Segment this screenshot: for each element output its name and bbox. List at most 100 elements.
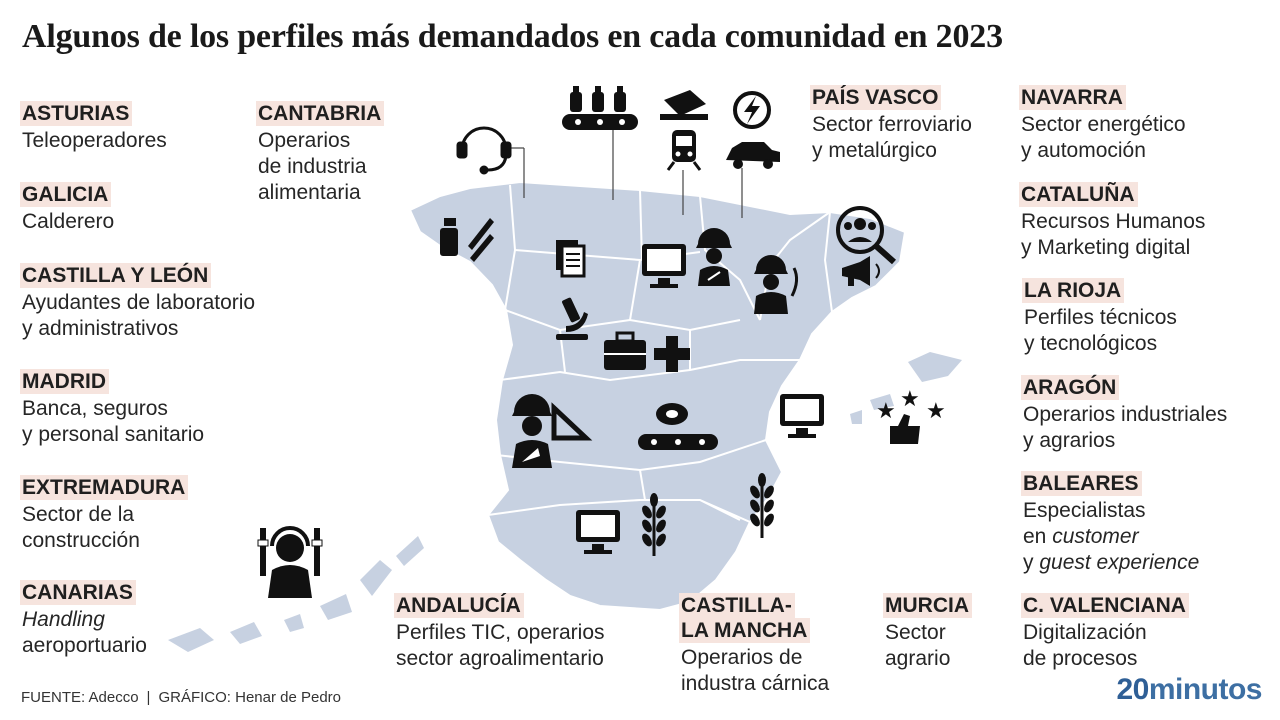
region-name: CASTILLA Y LEÓN <box>20 263 212 288</box>
builder-icon <box>512 394 593 468</box>
wheat-icon <box>750 473 774 538</box>
region-madrid: MADRID Banca, seguros y personal sanitar… <box>20 369 204 448</box>
profile-line: Operarios industriales <box>1023 403 1228 426</box>
profile-line: y tecnológicos <box>1024 332 1158 355</box>
region-la-rioja: LA RIOJA Perfiles técnicos y tecnológico… <box>1022 278 1177 357</box>
profile-line: alimentaria <box>258 181 361 204</box>
region-profile: Especialistas en customer y guest experi… <box>1023 498 1199 576</box>
computer-icon <box>576 510 620 554</box>
computer-icon <box>642 244 686 288</box>
profile-line: industra cárnica <box>681 672 830 695</box>
region-name: CATALUÑA <box>1019 182 1138 207</box>
megaphone-icon <box>842 256 880 286</box>
region-navarra: NAVARRA Sector energético y automoción <box>1019 85 1186 164</box>
region-cantabria: CANTABRIA Operarios de industria aliment… <box>256 101 385 206</box>
profile-line: y automoción <box>1021 139 1146 162</box>
rating-icon: ★ ★ ★ <box>876 387 946 444</box>
region-profile: Perfiles TIC, operarios sector agroalime… <box>396 620 605 672</box>
profile-line: y Marketing digital <box>1021 236 1191 259</box>
brand-logo[interactable]: 20minutos <box>1116 673 1262 707</box>
region-profile: Digitalización de procesos <box>1023 620 1189 672</box>
region-baleares: BALEARES Especialistas en customer y gue… <box>1021 471 1199 576</box>
documents-icon <box>556 240 586 278</box>
region-name: CANTABRIA <box>256 101 385 126</box>
region-name: ARAGÓN <box>1021 375 1120 400</box>
profile-text-italic: customer <box>1052 525 1139 548</box>
profile-line: sector agroalimentario <box>396 647 604 670</box>
food-conveyor-icon <box>562 86 638 130</box>
region-name: NAVARRA <box>1019 85 1126 110</box>
footer-separator: | <box>146 689 151 706</box>
region-profile: Sector energético y automoción <box>1021 112 1186 164</box>
region-castilla-leon: CASTILLA Y LEÓN Ayudantes de laboratorio… <box>20 263 255 342</box>
canary-islands <box>168 536 424 652</box>
region-extremadura: EXTREMADURA Sector de la construcción <box>20 475 189 554</box>
svg-text:★: ★ <box>876 399 896 424</box>
profile-line: Operarios de <box>681 646 803 669</box>
region-profile: Sector ferroviario y metalúrgico <box>812 112 972 164</box>
region-name: MADRID <box>20 369 109 394</box>
source-credit: FUENTE: Adecco <box>21 689 139 706</box>
profile-line: Especialistas <box>1023 499 1146 522</box>
svg-text:★: ★ <box>900 387 920 412</box>
region-name: C. VALENCIANA <box>1021 593 1189 618</box>
profile-line: Perfiles técnicos <box>1024 306 1177 329</box>
boiler-tools-icon <box>440 218 494 262</box>
region-name: BALEARES <box>1021 471 1142 496</box>
footer-credits: FUENTE: Adecco | GRÁFICO: Henar de Pedro <box>21 689 341 706</box>
region-name: GALICIA <box>20 182 112 207</box>
region-name: ASTURIAS <box>20 101 133 126</box>
region-name: CANARIAS <box>20 580 136 605</box>
region-profile: Recursos Humanos y Marketing digital <box>1021 209 1205 261</box>
region-galicia: GALICIA Calderero <box>20 182 114 235</box>
profile-line: Banca, seguros <box>22 397 168 420</box>
computer-icon <box>780 394 824 438</box>
region-name: EXTREMADURA <box>20 475 189 500</box>
farmer-icon <box>754 255 799 314</box>
profile-line: Sector ferroviario <box>812 113 972 136</box>
region-name: MURCIA <box>883 593 972 618</box>
microscope-icon <box>556 297 588 340</box>
profile-line: Sector energético <box>1021 113 1186 136</box>
region-asturias: ASTURIAS Teleoperadores <box>20 101 167 154</box>
region-profile: Operarios de industria alimentaria <box>258 128 384 206</box>
profile-line: Sector de la <box>22 503 135 526</box>
car-icon <box>726 142 780 169</box>
region-name: PAÍS VASCO <box>810 85 942 110</box>
region-profile: Handling aeroportuario <box>22 607 147 659</box>
profile-line: Perfiles TIC, operarios <box>396 621 605 644</box>
profile-line: Sector <box>885 621 946 644</box>
profile-line: de procesos <box>1023 647 1138 670</box>
profile-line: y personal sanitario <box>22 423 205 446</box>
region-profile: Teleoperadores <box>22 128 167 154</box>
page-title: Algunos de los perfiles más demandados e… <box>22 18 1003 55</box>
region-name: CASTILLA- <box>679 593 795 618</box>
profile-text: y <box>1023 551 1040 574</box>
region-andalucia: ANDALUCÍA Perfiles TIC, operarios sector… <box>394 593 605 672</box>
balearic-islands <box>850 352 962 424</box>
profile-line: y administrativos <box>22 317 179 340</box>
wheat-icon <box>642 493 666 556</box>
profile-line: Recursos Humanos <box>1021 210 1206 233</box>
profile-line: agrario <box>885 647 951 670</box>
region-aragon: ARAGÓN Operarios industriales y agrarios <box>1021 375 1228 454</box>
brand-word: minutos <box>1148 673 1263 706</box>
region-valenciana: C. VALENCIANA Digitalización de procesos <box>1021 593 1189 672</box>
profile-line: en customer <box>1023 524 1199 550</box>
region-profile: Sector agrario <box>885 620 972 672</box>
region-profile: Banca, seguros y personal sanitario <box>22 396 204 448</box>
region-profile: Ayudantes de laboratorio y administrativ… <box>22 290 255 342</box>
brand-number: 20 <box>1116 673 1149 706</box>
region-cataluna: CATALUÑA Recursos Humanos y Marketing di… <box>1019 182 1205 261</box>
profile-line: de industria <box>258 155 367 178</box>
profile-line: construcción <box>22 529 140 552</box>
meat-conveyor-icon <box>638 403 718 450</box>
region-profile: Calderero <box>22 209 114 235</box>
profile-text: en <box>1023 525 1053 548</box>
leader-lines <box>508 128 743 218</box>
profile-line: Calderero <box>22 210 115 233</box>
profile-line: Teleoperadores <box>22 129 167 152</box>
energy-icon <box>733 91 771 129</box>
profile-line: Digitalización <box>1023 621 1147 644</box>
